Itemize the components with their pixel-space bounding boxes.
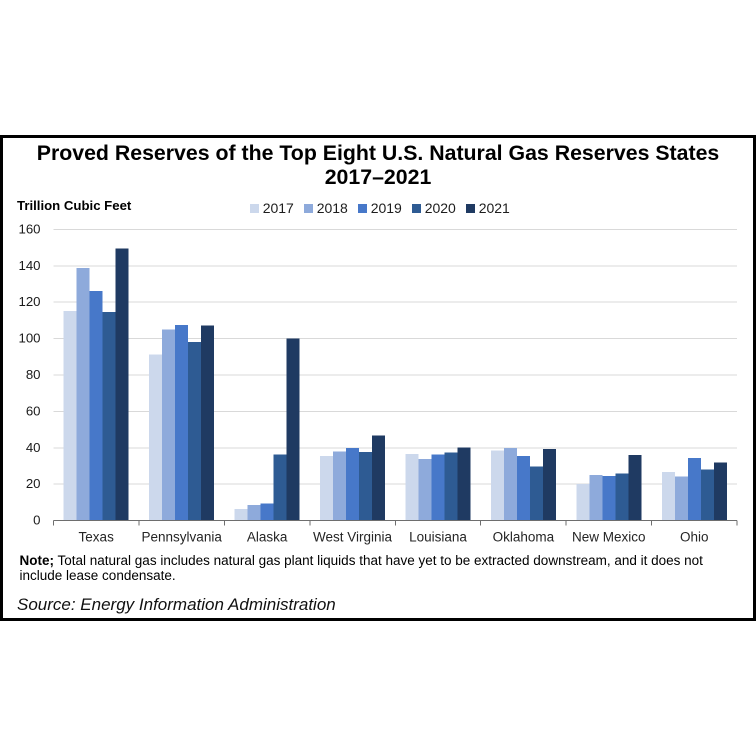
svg-text:160: 160 [18, 222, 40, 237]
svg-text:0: 0 [33, 513, 40, 528]
svg-text:40: 40 [26, 440, 41, 455]
svg-text:Alaska: Alaska [247, 530, 288, 545]
svg-text:60: 60 [26, 403, 41, 418]
svg-text:West Virginia: West Virginia [313, 530, 393, 545]
svg-text:20: 20 [26, 476, 41, 491]
svg-text:Ohio: Ohio [680, 530, 709, 545]
svg-text:100: 100 [18, 331, 40, 346]
svg-text:Texas: Texas [79, 530, 115, 545]
svg-text:120: 120 [18, 294, 40, 309]
svg-text:80: 80 [26, 367, 41, 382]
svg-text:Louisiana: Louisiana [409, 530, 467, 545]
svg-text:New Mexico: New Mexico [572, 530, 646, 545]
svg-text:Pennsylvania: Pennsylvania [142, 530, 223, 545]
svg-text:Oklahoma: Oklahoma [493, 530, 555, 545]
svg-text:140: 140 [18, 258, 40, 273]
